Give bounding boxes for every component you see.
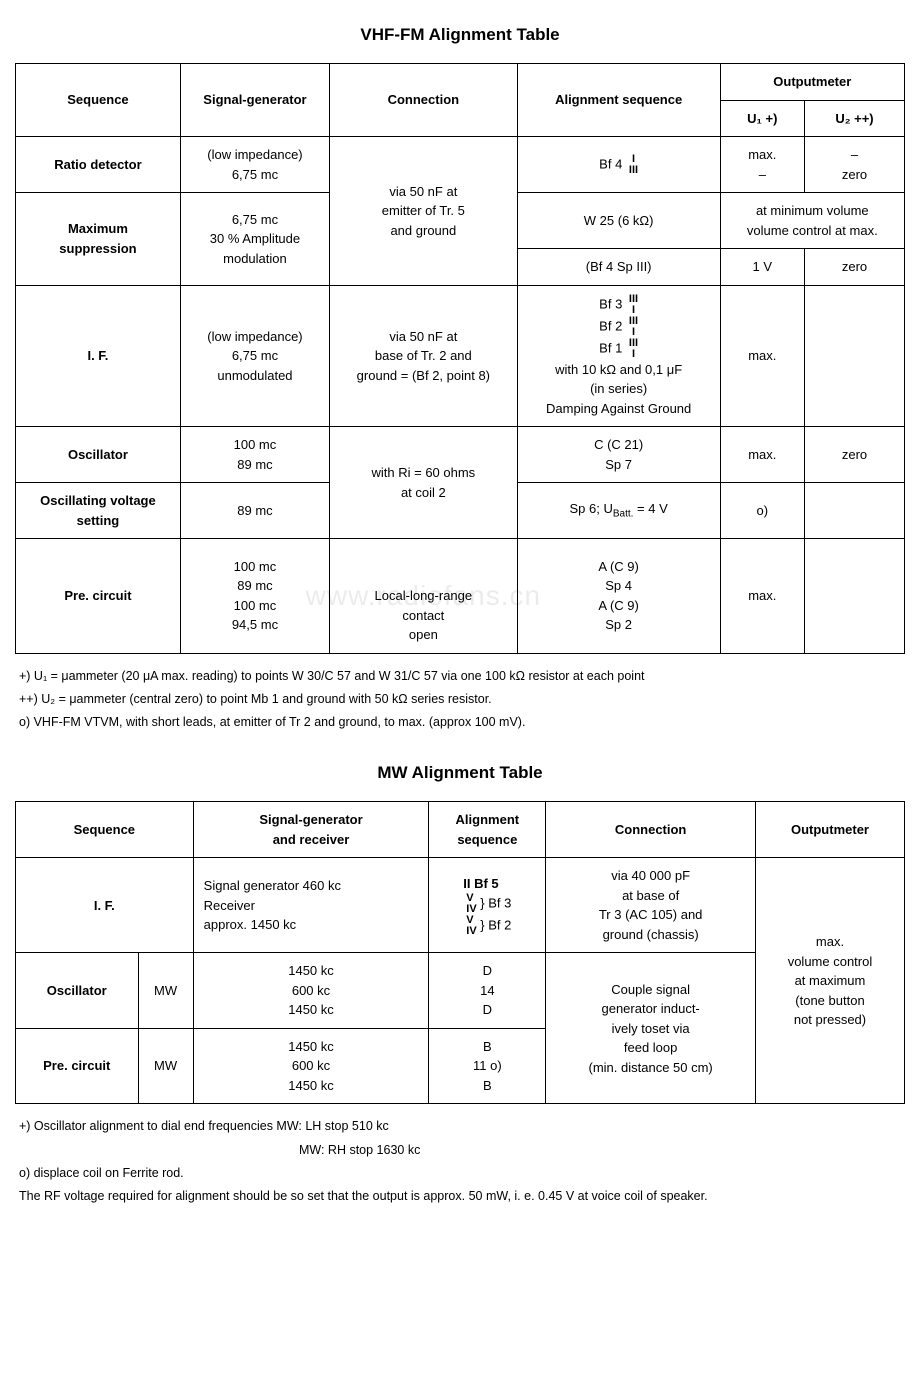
notes-2: +) Oscillator alignment to dial end freq… <box>15 1116 905 1207</box>
note-3: The RF voltage required for alignment sh… <box>19 1186 905 1207</box>
cell-u2: – zero <box>805 137 905 193</box>
cell-align: Bf 3 IIII Bf 2 IIII Bf 1 IIII with 10 kΩ… <box>517 285 720 427</box>
cell-u2 <box>805 483 905 539</box>
cell-conn: via 50 nF at emitter of Tr. 5 and ground <box>330 137 518 286</box>
cell-seq: Pre. circuit <box>16 1028 139 1104</box>
cell-conn: with Ri = 60 ohms at coil 2 <box>330 427 518 539</box>
cell-align: B 11 o) B <box>429 1028 546 1104</box>
cell-u2: zero <box>805 427 905 483</box>
note-1: +) Oscillator alignment to dial end freq… <box>19 1116 905 1137</box>
vhf-fm-table: Sequence Signal-generator Connection Ali… <box>15 63 905 654</box>
note-1b: MW: RH stop 1630 kc <box>19 1140 905 1161</box>
cell-sig: 100 mc 89 mc 100 mc 94,5 mc <box>180 539 329 654</box>
note-2: ++) U₂ = μammeter (central zero) to poin… <box>19 689 905 710</box>
cell-conn: via 40 000 pF at base of Tr 3 (AC 105) a… <box>546 858 756 953</box>
cell-seq: Oscillating voltage setting <box>16 483 181 539</box>
cell-align: Bf 4 IIII <box>517 137 720 193</box>
cell-sig: 100 mc 89 mc <box>180 427 329 483</box>
cell-align: W 25 (6 kΩ) <box>517 193 720 249</box>
hdr-signal: Signal-generator and receiver <box>193 802 429 858</box>
table2-title: MW Alignment Table <box>15 763 905 783</box>
cell-align: (Bf 4 Sp III) <box>517 249 720 286</box>
cell-u1: o) <box>720 483 804 539</box>
hdr-sequence: Sequence <box>16 802 194 858</box>
cell-sig: Signal generator 460 kc Receiver approx.… <box>193 858 429 953</box>
cell-sig: (low impedance) 6,75 mc <box>180 137 329 193</box>
cell-u1: 1 V <box>720 249 804 286</box>
cell-u2 <box>805 285 905 427</box>
hdr-output: Outputmeter <box>755 802 904 858</box>
cell-sig: 89 mc <box>180 483 329 539</box>
cell-u1: max. – <box>720 137 804 193</box>
hdr-signal: Signal-generator <box>180 64 329 137</box>
cell-u2: zero <box>805 249 905 286</box>
mw-table: Sequence Signal-generator and receiver A… <box>15 801 905 1104</box>
cell-align: II Bf 5 VIV } Bf 3 VIV } Bf 2 <box>429 858 546 953</box>
cell-seq: Oscillator <box>16 953 139 1029</box>
cell-u1: max. <box>720 285 804 427</box>
cell-out: at minimum volume volume control at max. <box>720 193 904 249</box>
note-3: o) VHF-FM VTVM, with short leads, at emi… <box>19 712 905 733</box>
cell-sig: 1450 kc 600 kc 1450 kc <box>193 1028 429 1104</box>
cell-align: A (C 9) Sp 4 A (C 9) Sp 2 <box>517 539 720 654</box>
note-2: o) displace coil on Ferrite rod. <box>19 1163 905 1184</box>
hdr-align: Alignment sequence <box>517 64 720 137</box>
cell-conn: via 50 nF at base of Tr. 2 and ground = … <box>330 285 518 427</box>
cell-seq: Oscillator <box>16 427 181 483</box>
cell-sig: 6,75 mc 30 % Amplitude modulation <box>180 193 329 286</box>
note-1: +) U₁ = μammeter (20 μA max. reading) to… <box>19 666 905 687</box>
hdr-output: Outputmeter <box>720 64 904 101</box>
cell-align: C (C 21) Sp 7 <box>517 427 720 483</box>
cell-align: D 14 D <box>429 953 546 1029</box>
hdr-connection: Connection <box>546 802 756 858</box>
cell-seq: Pre. circuit <box>16 539 181 654</box>
cell-sig: 1450 kc 600 kc 1450 kc <box>193 953 429 1029</box>
hdr-u2: U₂ ++) <box>805 100 905 137</box>
header-row: Sequence Signal-generator and receiver A… <box>16 802 905 858</box>
header-row-1: Sequence Signal-generator Connection Ali… <box>16 64 905 101</box>
row-oscillator: Oscillator 100 mc 89 mc with Ri = 60 ohm… <box>16 427 905 483</box>
cell-band: MW <box>138 953 193 1029</box>
notes-1: +) U₁ = μammeter (20 μA max. reading) to… <box>15 666 905 734</box>
cell-conn: www.radiofans.cn Local-long-range contac… <box>330 539 518 654</box>
row-if: I. F. Signal generator 460 kc Receiver a… <box>16 858 905 953</box>
row-pre: Pre. circuit 100 mc 89 mc 100 mc 94,5 mc… <box>16 539 905 654</box>
row-if: I. F. (low impedance) 6,75 mc unmodulate… <box>16 285 905 427</box>
cell-out: max. volume control at maximum (tone but… <box>755 858 904 1104</box>
hdr-sequence: Sequence <box>16 64 181 137</box>
cell-align: Sp 6; UBatt. = 4 V <box>517 483 720 539</box>
cell-seq: Ratio detector <box>16 137 181 193</box>
cell-sig: (low impedance) 6,75 mc unmodulated <box>180 285 329 427</box>
cell-band: MW <box>138 1028 193 1104</box>
hdr-connection: Connection <box>330 64 518 137</box>
hdr-u1: U₁ +) <box>720 100 804 137</box>
table1-title: VHF-FM Alignment Table <box>15 25 905 45</box>
hdr-align: Alignment sequence <box>429 802 546 858</box>
cell-u2 <box>805 539 905 654</box>
cell-seq: Maximum suppression <box>16 193 181 286</box>
cell-conn: Couple signal generator induct- ively to… <box>546 953 756 1104</box>
cell-u1: max. <box>720 539 804 654</box>
row-ratio-detector: Ratio detector (low impedance) 6,75 mc v… <box>16 137 905 193</box>
cell-seq: I. F. <box>16 858 194 953</box>
cell-seq: I. F. <box>16 285 181 427</box>
cell-u1: max. <box>720 427 804 483</box>
